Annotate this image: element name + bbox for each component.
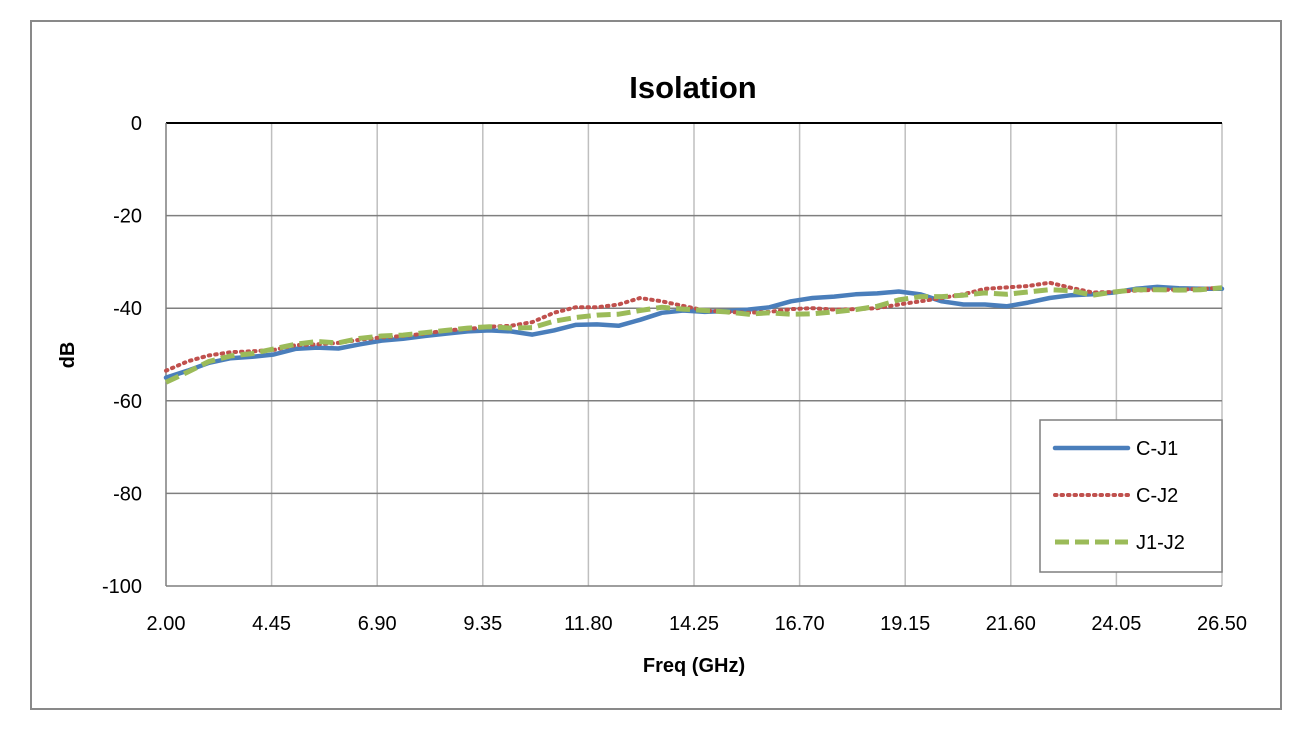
series-layer [163,280,1225,385]
x-tick-label: 14.25 [669,613,719,635]
y-tick-label: -60 [113,391,142,413]
chart-frame [30,20,1282,710]
y-tick-label: 0 [131,113,142,135]
tick-label-layer: 2.00 4.45 6.90 9.35 11.80 14.25 16.70 19.15 21.6… [102,113,1247,635]
y-tick-label: -20 [113,206,142,228]
legend-label-c-j1: C-J1 [1136,438,1178,460]
y-axis-title: dB [57,342,79,369]
y-tick-label: -80 [113,483,142,505]
x-axis-title: Freq (GHz) [643,655,745,677]
x-tick-label: 16.70 [775,613,825,635]
x-tick-label: 2.00 [147,613,186,635]
series-line-c-j2 [164,280,1224,373]
legend-label-j1-j2: J1-J2 [1136,532,1185,554]
x-tick-label: 19.15 [880,613,930,635]
legend: C-J1 C-J2 J1-J2 [1039,419,1223,573]
series-line-c-j1 [163,284,1225,380]
x-tick-label: 4.45 [252,613,291,635]
axis-layer [165,122,1222,587]
y-tick-label: -100 [102,576,142,598]
chart-title: Isolation [629,70,756,105]
legend-label-c-j2: C-J2 [1136,485,1178,507]
x-tick-label: 11.80 [564,613,613,635]
x-tick-label: 24.05 [1091,613,1141,635]
y-tick-label: -40 [113,298,142,320]
x-tick-label: 26.50 [1197,613,1247,635]
x-tick-label: 9.35 [463,613,502,635]
x-tick-label: 21.60 [986,613,1036,635]
series-line-j1-j2 [164,285,1223,385]
x-tick-label: 6.90 [358,613,397,635]
